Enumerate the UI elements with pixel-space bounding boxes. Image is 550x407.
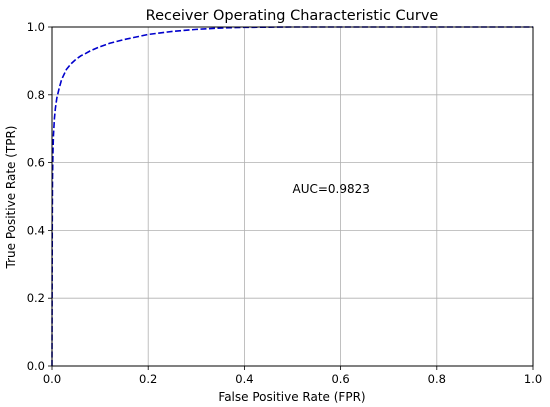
y-tick-label: 0.4 [27, 223, 45, 237]
ticks: 0.0 0.2 0.4 0.6 0.8 1.0 0.0 0.2 0.4 0.6 0.8 1.0 [27, 20, 542, 386]
y-tick-label: 0.6 [27, 156, 45, 170]
x-tick-label: 0.4 [235, 372, 253, 386]
x-tick-label: 0.8 [428, 372, 446, 386]
x-tick-label: 0.6 [331, 372, 349, 386]
plot-frame [51, 26, 534, 367]
y-tick-label: 0.0 [27, 359, 45, 373]
auc-annotation: AUC=0.9823 [293, 182, 370, 196]
y-axis-label: True Positive Rate (TPR) [4, 126, 18, 270]
chart-title: Receiver Operating Characteristic Curve [146, 8, 439, 24]
x-axis-label: False Positive Rate (FPR) [218, 390, 365, 404]
y-tick-label: 1.0 [27, 20, 45, 34]
y-tick-label: 0.8 [27, 88, 45, 102]
series-layer [51, 26, 533, 367]
x-tick-label: 0.0 [43, 372, 61, 386]
roc-curve-line [51, 26, 533, 367]
x-tick-label: 1.0 [524, 372, 542, 386]
y-tick-label: 0.2 [27, 291, 45, 305]
x-tick-label: 0.2 [139, 372, 157, 386]
